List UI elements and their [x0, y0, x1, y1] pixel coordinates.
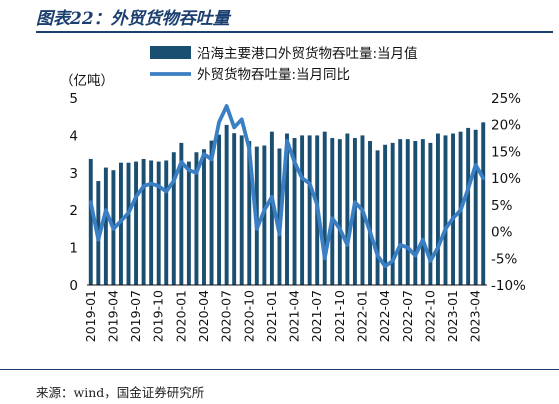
bar-2021-06: [307, 135, 312, 285]
x-tick-label: 2019-04: [105, 290, 120, 342]
y2-tick-label: -5%: [491, 251, 517, 267]
bar-2021-11: [345, 133, 350, 285]
x-tick-label: 2021-04: [287, 290, 302, 342]
x-tick-label: 2020-10: [241, 290, 256, 342]
y2-tick-label: 20%: [491, 118, 521, 134]
bar-2019-11: [164, 160, 169, 285]
x-tick-label: 2022-10: [422, 290, 437, 342]
y-tick-label: 1: [69, 241, 78, 257]
y-tick-label: 4: [69, 128, 78, 144]
y-unit-label: （亿吨）: [60, 73, 114, 89]
bar-2023-04: [473, 129, 478, 285]
bar-2021-04: [292, 138, 297, 285]
y2-tick-label: 25%: [491, 91, 521, 107]
bar-2019-03: [103, 167, 108, 285]
bar-2022-06: [398, 139, 403, 285]
title-divider: [36, 31, 553, 33]
bar-2019-12: [171, 152, 176, 285]
bar-2019-09: [149, 160, 154, 285]
x-tick-label: 2019-10: [151, 290, 166, 342]
y-tick-label: 3: [69, 166, 78, 182]
y2-tick-label: -10%: [491, 278, 526, 294]
x-tick-label: 2023-01: [445, 290, 460, 342]
bar-2022-07: [405, 139, 410, 285]
legend-label-bar: 沿海主要港口外贸货物吞吐量:当月值: [197, 45, 418, 62]
bar-2021-09: [330, 138, 335, 285]
legend-swatch-bar: [150, 46, 191, 59]
bar-2023-05: [481, 122, 486, 285]
y-tick-label: 5: [69, 91, 78, 107]
bar-2021-05: [300, 135, 305, 285]
bar-2020-03: [194, 152, 199, 285]
x-tick-label: 2022-04: [377, 290, 392, 342]
x-tick-label: 2021-07: [309, 290, 324, 342]
bar-2020-04: [202, 149, 206, 285]
bar-2022-11: [435, 133, 440, 285]
bar-2020-02: [186, 161, 191, 285]
line-series-yoy: [88, 104, 486, 269]
bar-2019-10: [156, 161, 161, 285]
x-tick-label: 2021-10: [332, 290, 347, 342]
y-tick-label: 0: [69, 278, 78, 294]
bar-2019-07: [134, 161, 139, 285]
bar-2020-05: [209, 140, 214, 285]
bar-2019-06: [126, 162, 131, 285]
x-tick-label: 2020-01: [173, 290, 188, 342]
bar-2020-08: [232, 133, 237, 285]
legend-label-line: 外贸货物吞吐量:当月同比: [197, 66, 350, 83]
bar-2021-10: [337, 139, 342, 285]
bar-2021-03: [285, 133, 289, 285]
y2-tick-label: 10%: [491, 171, 521, 187]
x-tick-label: 2021-01: [264, 290, 279, 342]
y2-tick-label: 5%: [491, 198, 513, 214]
x-tick-label: 2020-07: [219, 290, 234, 342]
bar-2020-06: [217, 134, 222, 285]
bar-2022-12: [443, 135, 448, 285]
source-note: 来源：wind，国金证券研究所: [36, 385, 205, 400]
footer-divider: [0, 369, 559, 370]
y2-tick-label: 0%: [491, 225, 513, 241]
x-tick-label: 2019-01: [83, 290, 98, 342]
axes: 0 1 2 3 4 5 （亿吨） -10% -5% 0% 5% 10% 15% 20% 25% 2019-01…: [60, 73, 526, 342]
bar-2022-04: [383, 144, 388, 285]
bar-2022-09: [420, 139, 425, 285]
chart: 0 1 2 3 4 5 （亿吨） -10% -5% 0% 5% 10% 15% 20% 25% 2019-01…: [60, 45, 526, 342]
bar-2019-05: [119, 162, 123, 285]
bar-2020-07: [224, 124, 229, 286]
bar-2022-08: [413, 141, 418, 285]
bar-2021-01: [269, 131, 274, 285]
x-tick-label: 2020-04: [196, 290, 211, 342]
bar-2020-01: [179, 142, 184, 285]
bar-2022-10: [428, 142, 433, 285]
bar-2022-05: [390, 142, 395, 285]
x-tick-label: 2022-07: [400, 290, 415, 342]
y-tick-label: 2: [69, 203, 78, 219]
x-tick-label: 2023-04: [468, 290, 483, 342]
bar-2022-02: [368, 141, 372, 285]
bar-2022-03: [375, 150, 380, 285]
bar-2019-01: [88, 158, 93, 285]
chart-title: 图表22：外贸货物吞吐量: [36, 9, 230, 29]
x-tick-label: 2019-07: [128, 290, 143, 342]
bar-2020-09: [239, 135, 244, 285]
bar-2021-08: [322, 131, 327, 285]
x-tick-label: 2022-01: [354, 290, 369, 342]
bar-2020-10: [247, 141, 252, 285]
bar-2019-08: [141, 158, 146, 285]
bar-2023-01: [451, 133, 455, 285]
bar-2023-03: [466, 127, 471, 285]
y2-tick-label: 15%: [491, 144, 521, 160]
